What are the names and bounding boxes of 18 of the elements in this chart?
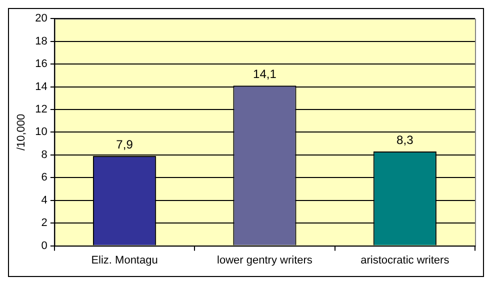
- y-tick-label: 12: [35, 104, 48, 116]
- data-label: 8,3: [396, 132, 414, 147]
- x-tick-label: lower gentry writers: [217, 254, 313, 266]
- y-tick-label: 20: [35, 12, 48, 25]
- y-tick-label: 6: [41, 172, 48, 184]
- y-tick-label: 8: [41, 148, 48, 161]
- y-tick-label: 4: [41, 194, 48, 206]
- y-tick-label: 2: [41, 217, 48, 230]
- y-tick-label: 0: [41, 240, 48, 252]
- y-tick-label: 16: [35, 58, 48, 70]
- y-tick-label: 14: [35, 80, 48, 93]
- y-axis-title: /10,000: [16, 114, 28, 151]
- x-tick-label: Eliz. Montagu: [91, 254, 158, 266]
- x-tick-label: aristocratic writers: [360, 254, 450, 266]
- data-label: 14,1: [253, 66, 277, 81]
- y-tick-label: 10: [35, 126, 48, 138]
- y-tick-label: 18: [35, 35, 48, 48]
- data-label: 7,9: [116, 137, 134, 152]
